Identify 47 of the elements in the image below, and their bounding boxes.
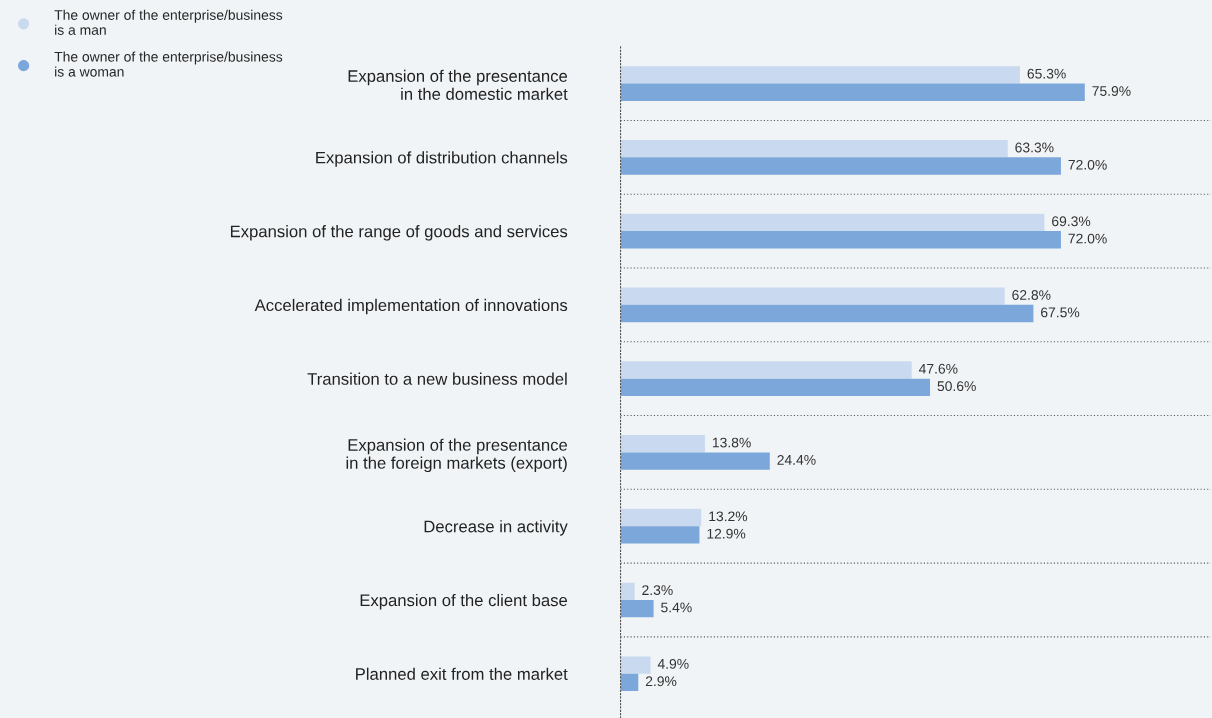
bar xyxy=(620,508,702,527)
y-tick-label: Accelerated implementation of innovations xyxy=(254,298,568,315)
data-label: 13.8% xyxy=(712,437,751,448)
legend-label: The owner of the enterprise/business is a man xyxy=(54,9,283,35)
bar xyxy=(620,673,639,692)
bar xyxy=(620,83,1085,101)
bar xyxy=(620,157,1061,175)
y-tick-label: Expansion of the presentance in the foreign markets (export) xyxy=(346,438,568,473)
legend-label: The owner of the enterprise/business is a woman xyxy=(54,51,283,77)
data-label: 75.9% xyxy=(1092,86,1131,96)
y-tick-label: Planned exit from the market xyxy=(356,667,568,680)
bar xyxy=(620,361,912,379)
data-label: 12.9% xyxy=(707,528,746,539)
bar xyxy=(620,526,700,544)
bar xyxy=(620,66,1020,84)
bar xyxy=(620,599,654,618)
bar xyxy=(620,378,931,396)
data-label: 47.6% xyxy=(918,363,958,374)
y-tick-label: Expansion of the range of goods and services xyxy=(230,225,568,241)
data-label: 50.6% xyxy=(937,381,976,392)
y-tick-label: Expansion of distribution channels xyxy=(316,151,568,167)
data-label: 65.3% xyxy=(1027,68,1066,79)
bar xyxy=(620,304,1034,323)
data-label: 5.4% xyxy=(661,602,692,613)
y-tick-label: Expansion of the presentance in the domestic market xyxy=(348,69,568,100)
bar xyxy=(620,435,705,453)
bar xyxy=(620,231,1061,249)
y-tick-label: Transition to a new business model xyxy=(307,372,567,385)
data-label: 67.5% xyxy=(1041,307,1080,318)
data-label: 62.8% xyxy=(1012,290,1051,300)
bar xyxy=(620,452,770,470)
data-label: 63.3% xyxy=(1015,142,1054,153)
data-label: 72.0% xyxy=(1068,159,1107,170)
y-tick-label: Decrease in activity xyxy=(424,520,568,536)
bar xyxy=(620,213,1045,232)
bar xyxy=(620,287,1005,305)
bar xyxy=(620,582,635,600)
data-label: 24.4% xyxy=(777,454,816,465)
data-label: 13.2% xyxy=(709,511,748,522)
data-label: 4.9% xyxy=(657,658,689,669)
bar xyxy=(620,139,1008,158)
data-label: 2.3% xyxy=(642,585,673,596)
y-tick-label: Expansion of the client base xyxy=(360,593,568,610)
bar xyxy=(620,656,651,674)
data-label: 72.0% xyxy=(1068,233,1107,244)
data-label: 69.3% xyxy=(1052,216,1091,227)
data-label: 2.9% xyxy=(645,676,677,687)
